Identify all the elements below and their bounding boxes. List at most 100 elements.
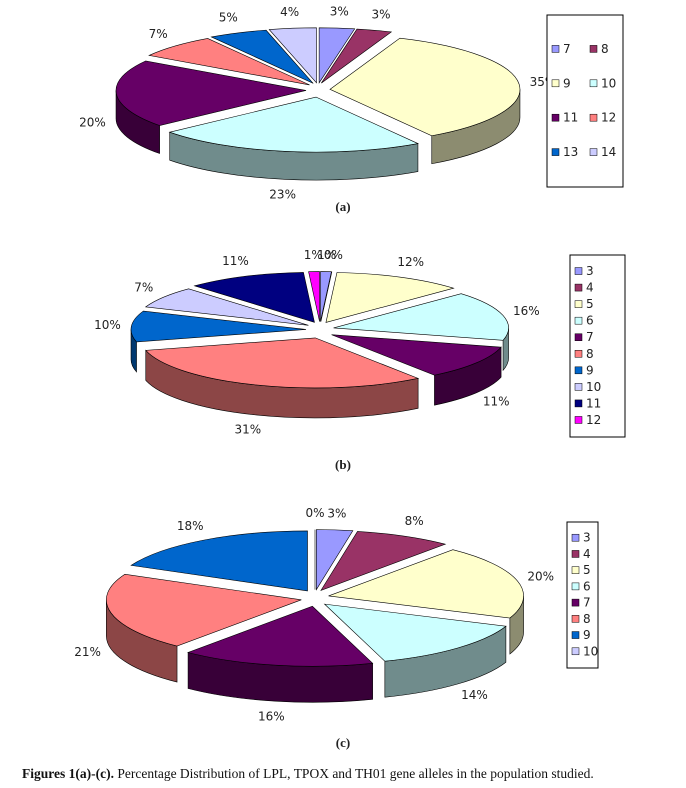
slice [316, 529, 354, 591]
legend-swatch [571, 582, 580, 591]
value-label: 21% [74, 645, 101, 659]
legend-label: 7 [586, 330, 594, 344]
value-label: 20% [527, 570, 554, 584]
slice [148, 38, 310, 86]
value-label: 20% [79, 115, 106, 129]
legend-label: 11 [563, 111, 578, 125]
legend-swatch [571, 533, 580, 542]
slice-tops [130, 271, 509, 389]
slice [268, 27, 317, 84]
legend-swatch [574, 283, 583, 292]
slice [144, 288, 309, 326]
slice [106, 573, 302, 647]
legend-swatch [571, 615, 580, 623]
caption-text: Percentage Distribution of LPL, TPOX and… [117, 766, 594, 781]
value-label: 5% [219, 11, 238, 25]
legend-label: 3 [583, 531, 591, 545]
legend-label: 5 [586, 297, 594, 311]
legend-label: 8 [601, 42, 609, 56]
value-label: 7% [134, 281, 153, 295]
legend-swatch [551, 113, 560, 122]
legend-box [546, 14, 624, 188]
value-label: 7% [149, 27, 168, 41]
legend-label: 4 [583, 547, 591, 561]
slice [329, 37, 521, 137]
slice [331, 334, 502, 376]
legend-box [566, 521, 599, 669]
slice [130, 310, 307, 343]
slice [333, 293, 509, 341]
slice [210, 29, 314, 84]
slice [193, 272, 315, 323]
slice [323, 603, 507, 662]
slice [115, 60, 307, 126]
legend-label: 12 [601, 111, 616, 125]
caption: Figures 1(a)-(c). Percentage Distributio… [22, 766, 594, 782]
value-label: 8% [405, 514, 424, 528]
value-label: 18% [177, 519, 204, 533]
legend-swatch [571, 566, 580, 574]
legend-label: 13 [563, 145, 578, 159]
slice [328, 549, 524, 619]
value-label: 1% [304, 248, 323, 262]
slice [318, 27, 356, 84]
legend-swatch [574, 383, 583, 391]
legend-label: 12 [586, 413, 601, 427]
value-label: 3% [330, 5, 349, 19]
value-label: 16% [258, 709, 285, 723]
legend-label: 8 [586, 347, 594, 361]
slice [320, 271, 332, 322]
value-label: 12% [397, 255, 424, 269]
slice-tops [106, 529, 524, 667]
slice [325, 272, 455, 323]
value-label: 16% [513, 304, 540, 318]
value-label: 0% [324, 248, 343, 262]
legend-swatch [574, 316, 583, 325]
legend-label: 3 [586, 264, 594, 278]
legend-label: 9 [583, 628, 591, 642]
slice-sides [106, 595, 524, 703]
slice [187, 605, 374, 667]
legend-swatch [574, 300, 583, 308]
slice-sides [115, 89, 521, 181]
legend-swatch [574, 333, 583, 341]
legend-swatch [574, 366, 583, 375]
legend-label: 6 [583, 579, 591, 593]
legend-swatch [571, 647, 580, 656]
legend-label: 9 [586, 363, 594, 377]
value-label: 4% [280, 5, 299, 19]
legend-label: 7 [583, 596, 591, 610]
slice [168, 96, 419, 153]
slice [308, 271, 320, 322]
legend-swatch [589, 79, 598, 88]
legend-swatch [589, 113, 598, 122]
legend-label: 4 [586, 281, 594, 295]
legend-swatch [571, 598, 580, 607]
legend-swatch [589, 45, 598, 53]
legend-swatch [551, 79, 560, 88]
legend-swatch [551, 148, 560, 156]
legend-label: 10 [601, 76, 616, 90]
legend-swatch [574, 399, 583, 408]
panel-label: (b) [335, 457, 351, 472]
slice-sides [130, 327, 509, 419]
value-label: 0% [305, 506, 324, 520]
legend-label: 8 [583, 612, 591, 626]
legend-swatch [551, 45, 560, 53]
legend-swatch [589, 148, 598, 156]
legend-swatch [571, 550, 580, 558]
panel-label: (c) [336, 735, 350, 750]
value-label: 11% [222, 254, 249, 268]
slice [145, 337, 420, 389]
legend-label: 7 [563, 42, 571, 56]
legend-swatch [574, 416, 583, 424]
value-label: 1% [317, 248, 336, 262]
legend-swatch [574, 350, 583, 358]
slice-tops [115, 27, 521, 153]
legend-label: 9 [563, 76, 571, 90]
legend-label: 6 [586, 314, 594, 328]
legend-swatch [574, 267, 583, 275]
legend-label: 11 [586, 396, 601, 410]
